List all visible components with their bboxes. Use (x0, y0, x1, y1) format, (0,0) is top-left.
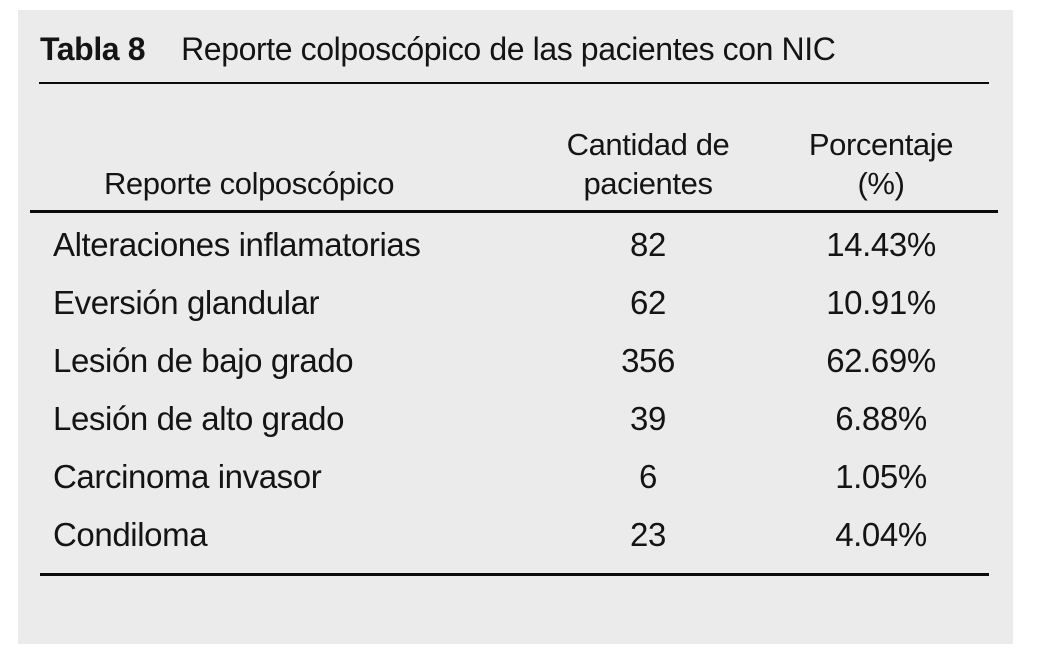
table-row: Lesión de alto grado 39 6.88% (30, 390, 998, 448)
table-panel: Tabla 8 Reporte colposcópico de las pacie… (18, 10, 1013, 644)
cell-reporte: Lesión de bajo grado (53, 342, 354, 379)
cell-porcentaje: 4.04% (835, 516, 927, 553)
cell-reporte: Condiloma (53, 516, 208, 553)
cell-porcentaje: 6.88% (835, 400, 927, 437)
column-header-cantidad-line2: pacientes (583, 166, 713, 201)
table-header-row: Reporte colposcópico Cantidad de pacient… (30, 90, 998, 210)
table-row: Condiloma 23 4.04% (30, 506, 998, 564)
header-rule (30, 210, 998, 213)
cell-reporte: Eversión glandular (53, 284, 320, 321)
column-header-cantidad: Cantidad de pacientes (532, 125, 764, 210)
cell-cantidad: 62 (630, 284, 666, 321)
table-row: Alteraciones inflamatorias 82 14.43% (30, 216, 998, 274)
table-row: Carcinoma invasor 6 1.05% (30, 448, 998, 506)
column-header-cantidad-line1: Cantidad de (566, 127, 730, 162)
bottom-rule (40, 573, 989, 576)
cell-reporte: Carcinoma invasor (53, 458, 322, 495)
cell-porcentaje: 1.05% (835, 458, 927, 495)
cell-cantidad: 23 (630, 516, 666, 553)
table-number: Tabla 8 (40, 31, 146, 67)
table-body: Alteraciones inflamatorias 82 14.43% Eve… (30, 216, 998, 564)
column-header-porcentaje-line2: (%) (857, 166, 905, 201)
column-header-porcentaje: Porcentaje (%) (764, 125, 998, 210)
cell-porcentaje: 14.43% (826, 226, 936, 263)
table-caption: Tabla 8 Reporte colposcópico de las pacie… (40, 27, 836, 71)
cell-porcentaje: 10.91% (826, 284, 936, 321)
cell-reporte: Lesión de alto grado (53, 400, 345, 437)
cell-porcentaje: 62.69% (826, 342, 936, 379)
cell-cantidad: 82 (630, 226, 666, 263)
table-row: Eversión glandular 62 10.91% (30, 274, 998, 332)
column-header-reporte: Reporte colposcópico (30, 164, 532, 210)
caption-rule (39, 82, 989, 84)
cell-reporte: Alteraciones inflamatorias (53, 226, 421, 263)
table-title: Reporte colposcópico de las pacientes co… (181, 31, 836, 67)
column-header-reporte-line: Reporte colposcópico (103, 166, 395, 201)
table-row: Lesión de bajo grado 356 62.69% (30, 332, 998, 390)
cell-cantidad: 6 (639, 458, 657, 495)
cell-cantidad: 39 (630, 400, 666, 437)
column-header-porcentaje-line1: Porcentaje (808, 127, 954, 162)
cell-cantidad: 356 (621, 342, 675, 379)
